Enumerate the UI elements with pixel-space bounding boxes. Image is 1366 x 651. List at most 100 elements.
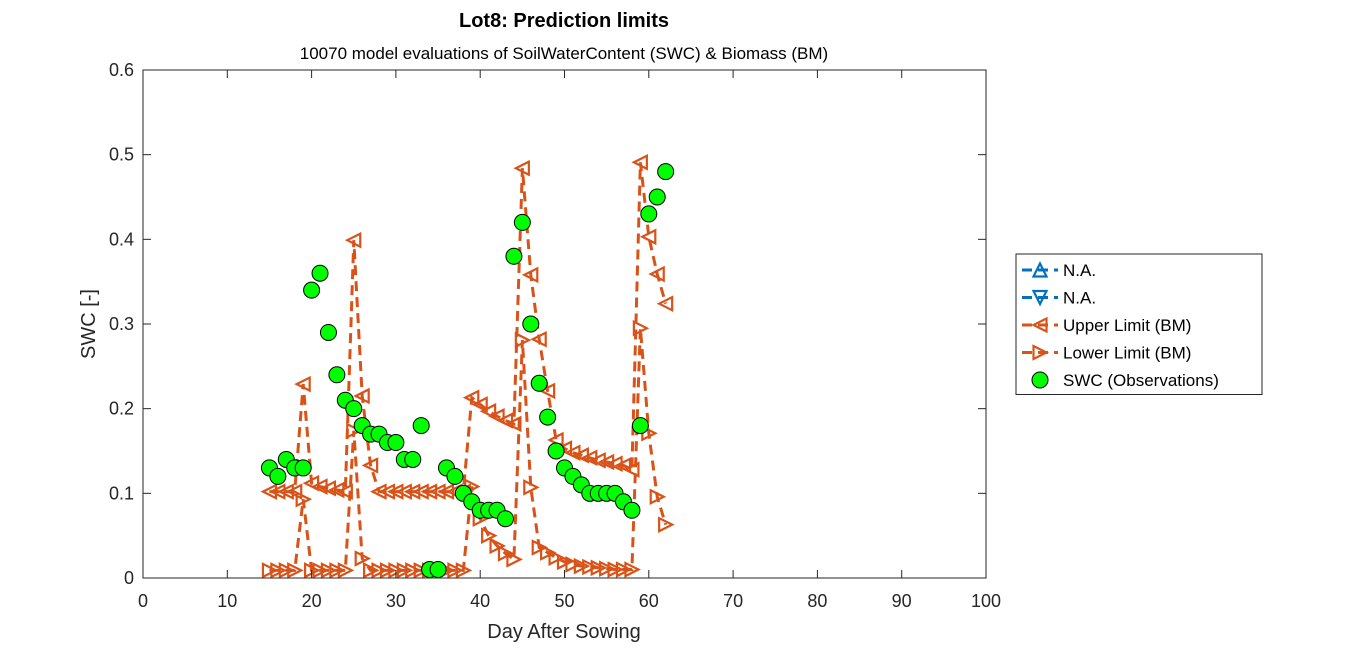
legend-entry-4: SWC (Observations) — [1031, 371, 1219, 390]
legend-marker-4 — [1031, 371, 1049, 389]
data-point-2-27 — [488, 408, 505, 425]
data-point-2-10 — [344, 231, 362, 249]
y-tick-label-6: 0.6 — [109, 60, 134, 80]
data-point-3-39 — [590, 559, 608, 577]
data-point-2-42 — [614, 457, 632, 474]
legend-label-2: Upper Limit (BM) — [1063, 316, 1191, 335]
data-point-3-9 — [337, 562, 355, 579]
y-tick-label-2: 0.2 — [109, 399, 134, 419]
legend-entry-0: N.A. — [1022, 261, 1096, 280]
data-point-2-2 — [277, 483, 294, 500]
data-point-2-44 — [631, 154, 648, 171]
y-tick-label-5: 0.5 — [109, 145, 134, 165]
legend-entry-3: Lower Limit (BM) — [1022, 344, 1191, 363]
x-tick-label-3: 30 — [386, 591, 406, 611]
data-point-2-3 — [285, 483, 303, 500]
legend-label-1: N.A. — [1063, 289, 1096, 308]
data-point-4-45 — [640, 205, 658, 223]
data-point-3-28 — [497, 545, 515, 562]
data-point-3-43 — [624, 561, 641, 578]
legend-marker-2 — [1031, 316, 1048, 334]
data-point-4-43 — [623, 501, 641, 519]
data-point-4-29 — [505, 247, 523, 265]
data-point-4-30 — [513, 213, 531, 231]
data-point-4-5 — [303, 281, 321, 299]
x-tick-label-6: 60 — [639, 591, 659, 611]
data-point-3-37 — [573, 557, 591, 575]
legend-label-4: SWC (Observations) — [1063, 371, 1219, 390]
data-point-2-18 — [412, 483, 429, 500]
data-point-3-31 — [523, 479, 540, 496]
data-point-4-34 — [547, 442, 565, 460]
data-point-2-43 — [622, 461, 640, 478]
data-point-2-31 — [521, 266, 539, 284]
axes-layer: 0 10 20 30 40 50 60 70 80 90 100 0 0.1 0.2 0.3 0.4 0.5 0.… — [109, 60, 1001, 611]
data-point-2-19 — [420, 483, 438, 500]
data-point-3-44 — [632, 319, 650, 337]
data-point-3-42 — [615, 561, 633, 578]
x-tick-label-4: 40 — [470, 591, 490, 611]
data-point-2-9 — [336, 483, 353, 500]
data-point-4-4 — [294, 459, 312, 477]
series-layer — [260, 154, 675, 579]
series-2 — [260, 154, 674, 500]
legend-marker-3 — [1032, 344, 1049, 361]
y-tick-label-0: 0 — [124, 568, 134, 588]
data-point-3-34 — [548, 549, 566, 566]
data-point-3-13 — [371, 562, 388, 579]
data-point-2-24 — [462, 389, 480, 406]
data-point-2-46 — [648, 265, 665, 283]
data-point-4-46 — [648, 188, 666, 206]
data-point-4-32 — [530, 374, 548, 392]
data-point-3-11 — [354, 550, 372, 567]
data-point-4-20 — [429, 561, 447, 579]
data-point-3-46 — [649, 488, 667, 505]
data-point-3-23 — [455, 562, 473, 579]
data-point-3-14 — [379, 562, 397, 579]
data-point-2-0 — [260, 483, 278, 500]
x-tick-label-10: 100 — [971, 591, 1001, 611]
data-point-3-2 — [278, 562, 296, 579]
data-point-3-4 — [295, 490, 313, 508]
data-point-3-18 — [413, 562, 431, 579]
data-point-4-33 — [539, 408, 557, 426]
data-point-3-12 — [363, 562, 380, 579]
plot-area — [143, 70, 986, 578]
data-point-4-7 — [319, 323, 337, 341]
data-point-3-6 — [312, 562, 329, 579]
data-point-3-32 — [531, 539, 549, 556]
data-point-2-16 — [395, 483, 412, 500]
data-point-4-8 — [328, 366, 346, 384]
data-point-4-10 — [345, 400, 363, 418]
data-point-3-3 — [287, 562, 304, 579]
data-point-4-31 — [522, 315, 540, 333]
data-point-2-25 — [471, 396, 488, 413]
data-point-2-21 — [437, 483, 455, 500]
chart-subtitle: 10070 model evaluations of SoilWaterCont… — [300, 44, 828, 63]
data-point-2-45 — [639, 228, 657, 246]
data-point-2-17 — [403, 483, 421, 500]
data-point-3-40 — [599, 560, 616, 577]
data-point-3-41 — [607, 561, 625, 578]
data-point-3-22 — [447, 562, 464, 579]
data-point-4-15 — [387, 434, 405, 452]
data-point-2-20 — [429, 483, 446, 500]
data-point-3-36 — [565, 556, 582, 573]
x-tick-label-7: 70 — [723, 591, 743, 611]
x-tick-label-5: 50 — [554, 591, 574, 611]
data-point-2-15 — [386, 483, 404, 500]
data-point-3-10 — [346, 422, 363, 439]
x-tick-label-9: 90 — [892, 591, 912, 611]
x-tick-label-0: 0 — [138, 591, 148, 611]
series-4 — [260, 163, 675, 579]
data-point-3-1 — [270, 562, 287, 579]
legend-marker-0 — [1031, 261, 1049, 278]
data-point-2-1 — [268, 483, 286, 500]
data-point-4-22 — [446, 467, 464, 485]
data-point-2-12 — [361, 457, 379, 474]
data-point-4-1 — [269, 467, 287, 485]
data-point-4-47 — [657, 163, 675, 181]
x-axis-label: Day After Sowing — [487, 621, 640, 643]
y-tick-label-1: 0.1 — [109, 483, 134, 503]
data-point-2-26 — [479, 402, 497, 420]
